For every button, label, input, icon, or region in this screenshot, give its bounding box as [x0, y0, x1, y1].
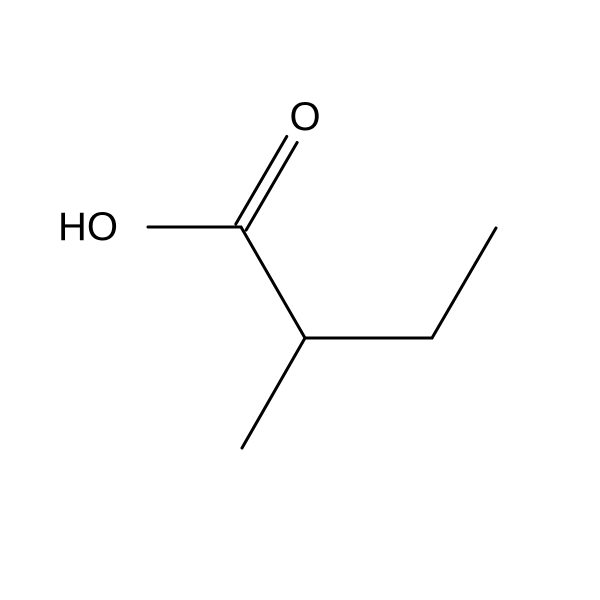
bond-co-o1-a [246, 142, 297, 230]
atom-label-o2: HO [58, 205, 118, 249]
atom-label-o1: O [289, 95, 320, 139]
bond-ch-br [242, 338, 305, 448]
bond-co-ch [241, 227, 305, 338]
bond-co-o1-b [236, 136, 287, 224]
molecule-diagram: O HO [0, 0, 600, 600]
bond-c2-me [432, 228, 496, 338]
